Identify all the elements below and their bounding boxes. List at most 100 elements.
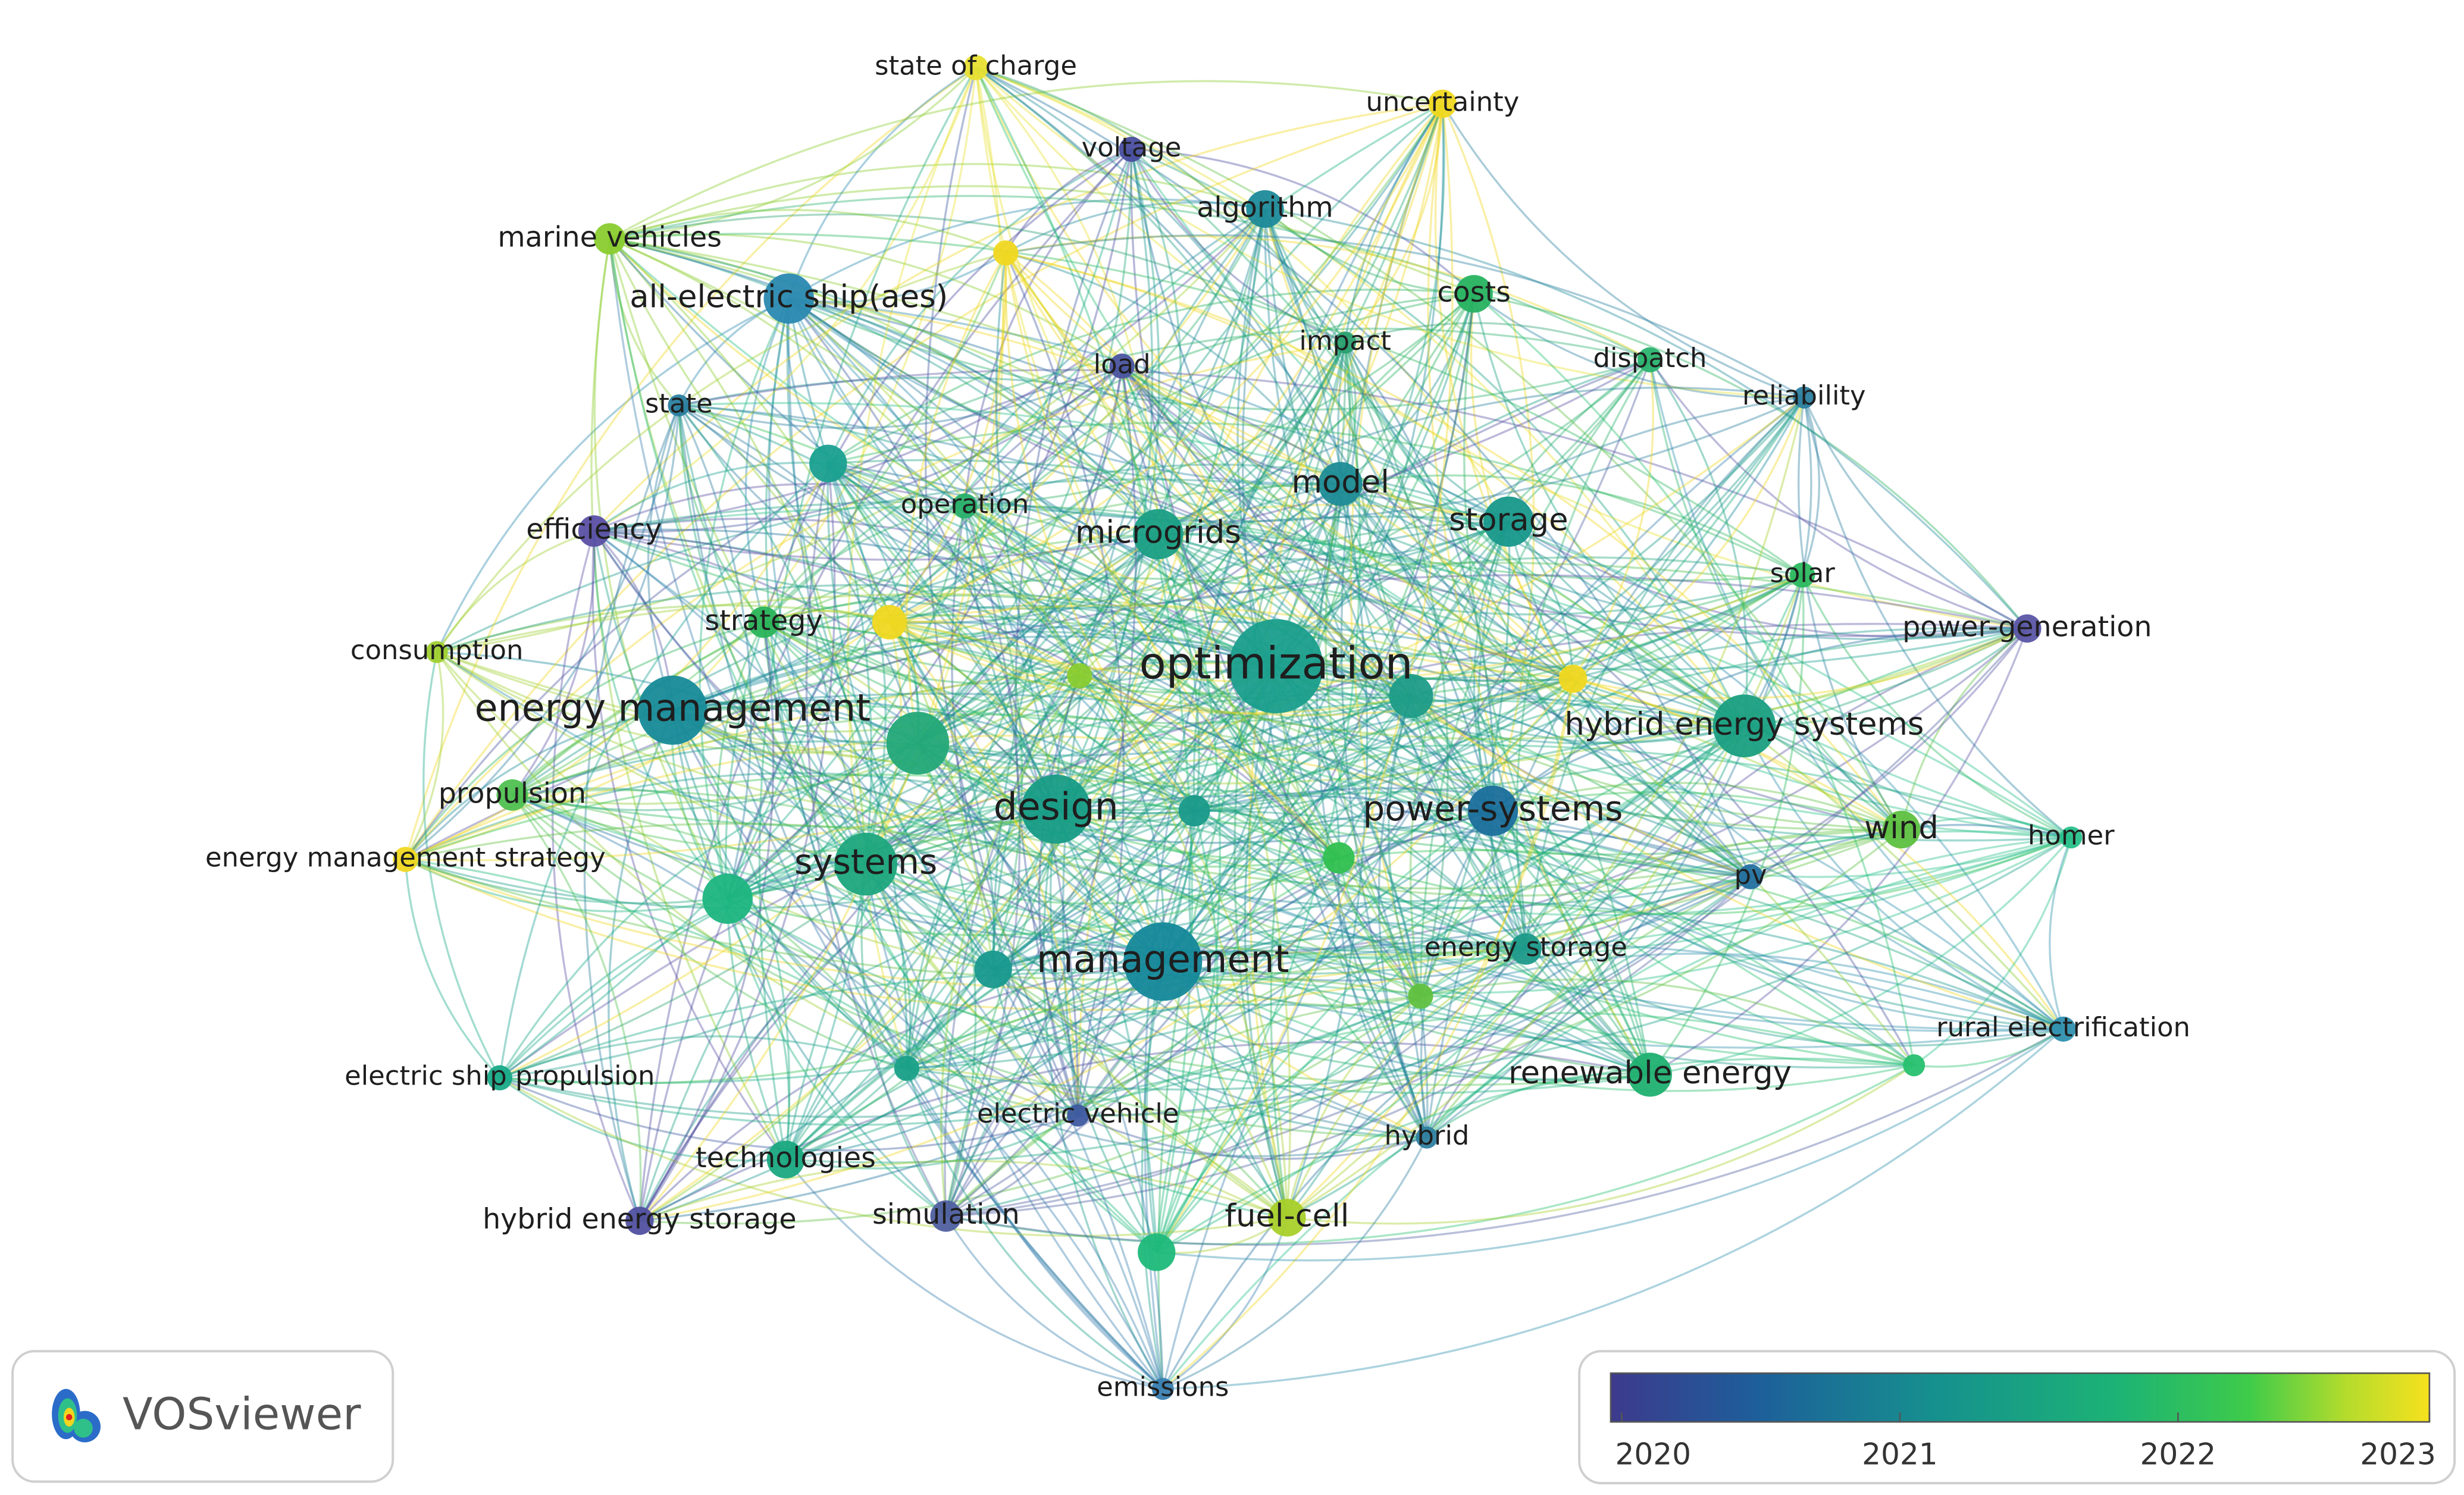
logo-icon	[52, 1389, 101, 1443]
edge	[678, 405, 765, 623]
edge	[1344, 342, 1751, 878]
edge	[1004, 252, 1751, 878]
edge	[609, 195, 1651, 361]
node-label: electric vehicle	[977, 1098, 1179, 1129]
edge	[609, 233, 1804, 576]
edge	[405, 396, 1805, 861]
edge	[788, 297, 1428, 1138]
node-label: simulation	[872, 1198, 1020, 1231]
edge	[727, 521, 1509, 899]
edge	[917, 342, 1347, 744]
edge	[499, 808, 1056, 1079]
edge	[1130, 149, 1346, 344]
node-label: reliability	[1742, 380, 1866, 411]
edge	[1409, 521, 1510, 996]
node-label: costs	[1438, 276, 1511, 309]
edge	[1005, 252, 1902, 830]
edge	[593, 102, 1443, 532]
edge	[827, 462, 1902, 831]
edge	[1156, 627, 2028, 1253]
edge	[672, 293, 1475, 712]
edge	[963, 506, 1164, 963]
edge	[639, 1159, 1288, 1222]
edge	[1339, 483, 2028, 640]
edge	[678, 369, 2028, 629]
node-label: design	[994, 785, 1119, 829]
edge	[405, 574, 2028, 861]
edge	[727, 857, 1339, 936]
edge	[992, 533, 1159, 970]
edge	[847, 67, 977, 1069]
edge	[827, 462, 1164, 962]
edge	[405, 858, 1751, 991]
node-label: energy management strategy	[205, 842, 606, 873]
edge	[1130, 149, 1422, 997]
edge	[917, 208, 1266, 744]
edge	[1275, 665, 1651, 1076]
edge	[1524, 725, 1745, 949]
edge	[918, 742, 1651, 1076]
node-label: uncertainty	[1366, 86, 1519, 117]
edge	[1426, 828, 1902, 1139]
edge	[945, 1064, 1915, 1245]
edge	[1121, 365, 1745, 727]
edge	[906, 521, 1509, 1069]
edge	[788, 297, 1745, 727]
edge	[1573, 627, 2028, 700]
edge	[1056, 521, 1510, 810]
edge	[965, 504, 1902, 830]
edge	[865, 483, 1342, 866]
edge	[827, 289, 1474, 465]
node-label: consumption	[350, 634, 524, 666]
edge	[1340, 482, 1745, 727]
edge	[1005, 235, 1651, 361]
edge	[727, 742, 919, 900]
edge	[865, 836, 2072, 961]
edge	[889, 533, 1159, 623]
edge	[1338, 849, 2064, 1030]
edge	[1286, 995, 1422, 1218]
edge	[1344, 342, 1449, 996]
edge	[788, 298, 1651, 1076]
edge	[964, 505, 1751, 878]
edge	[727, 102, 1444, 899]
edge	[727, 675, 1081, 900]
edge	[499, 857, 1340, 1085]
node-label: power-systems	[1363, 788, 1623, 829]
edge	[888, 622, 1427, 1139]
node-label: all-electric ship(aes)	[630, 278, 948, 315]
edge	[1056, 808, 1902, 897]
edge	[1426, 396, 1805, 1138]
edge	[1492, 782, 1902, 831]
edge	[1801, 574, 2072, 839]
edge	[1470, 293, 1574, 679]
node	[1246, 190, 1284, 228]
edge	[865, 103, 1444, 866]
edge	[784, 463, 873, 1160]
edge	[765, 298, 908, 1069]
edge	[594, 529, 1527, 950]
edge	[945, 293, 1475, 1217]
edge	[975, 67, 1915, 1067]
edge	[785, 1159, 1163, 1390]
edge	[992, 969, 1427, 1139]
edge	[727, 208, 1266, 899]
node-label: model	[1292, 464, 1389, 500]
edge	[405, 858, 866, 905]
edge	[678, 405, 994, 970]
edge	[992, 969, 1079, 1117]
edge	[827, 463, 1339, 859]
edge	[785, 876, 1752, 1164]
edge	[827, 463, 887, 865]
edge	[788, 297, 1159, 535]
edge	[1419, 359, 1651, 996]
edge	[672, 700, 919, 744]
edge	[1121, 365, 2071, 839]
edge	[993, 397, 1805, 971]
edge	[1801, 397, 1821, 576]
edge	[1162, 836, 2072, 994]
edge	[405, 405, 680, 860]
edge	[1004, 252, 1125, 1116]
edge	[1649, 359, 2028, 630]
